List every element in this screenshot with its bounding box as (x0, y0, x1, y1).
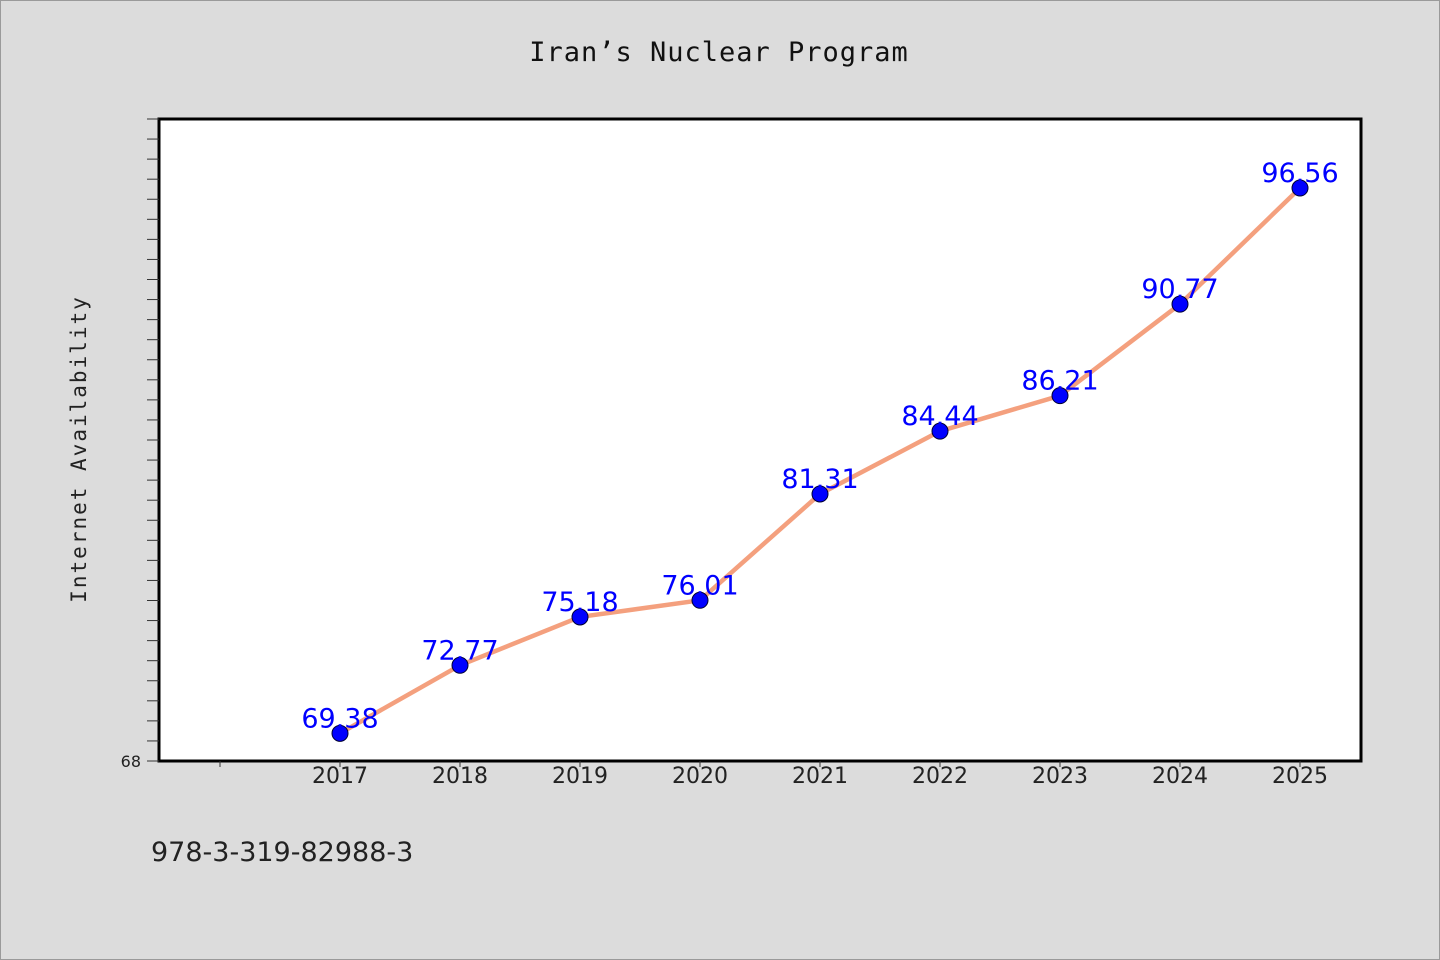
data-point (1171, 295, 1189, 313)
data-point (931, 422, 949, 440)
x-tick-label: 2017 (312, 764, 368, 789)
data-point (451, 656, 469, 674)
data-point (331, 724, 349, 742)
data-label: 72.77 (421, 635, 498, 666)
x-tick-label: 2022 (912, 764, 968, 789)
data-label: 75.18 (541, 587, 618, 618)
data-point (571, 608, 589, 626)
data-label: 81.31 (781, 464, 858, 495)
data-label: 86.21 (1021, 366, 1098, 397)
y-tick-label: 68 (121, 752, 141, 771)
x-tick-label: 2019 (552, 764, 608, 789)
x-tick-label: 2021 (792, 764, 848, 789)
x-tick-label: 2025 (1272, 764, 1328, 789)
data-point (1051, 387, 1069, 405)
data-label: 90.77 (1141, 274, 1218, 305)
data-label: 69.38 (301, 703, 378, 734)
x-tick-label: 2024 (1152, 764, 1208, 789)
chart-title: Iran’s Nuclear Program (529, 37, 909, 68)
data-point (811, 485, 829, 503)
footer-isbn: 978-3-319-82988-3 (151, 837, 414, 868)
data-point (691, 591, 709, 609)
plot-area (157, 117, 1363, 763)
data-point (1291, 179, 1309, 197)
x-tick-label: 2023 (1032, 764, 1088, 789)
data-label: 76.01 (661, 570, 738, 601)
data-label: 84.44 (901, 401, 978, 432)
x-tick-label: 2018 (432, 764, 488, 789)
x-tick-label: 2020 (672, 764, 728, 789)
data-label: 96.56 (1261, 158, 1338, 189)
